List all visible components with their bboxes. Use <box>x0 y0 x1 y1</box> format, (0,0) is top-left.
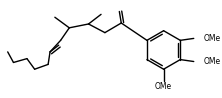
Text: OMe: OMe <box>203 34 220 43</box>
Text: OMe: OMe <box>155 82 172 91</box>
Text: OMe: OMe <box>203 57 220 66</box>
